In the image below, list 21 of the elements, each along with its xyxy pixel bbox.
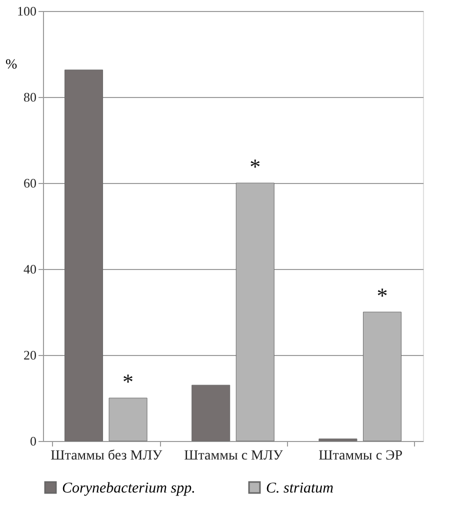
bar [192,384,230,442]
y-axis-title: % [6,58,18,72]
x-tick-label: Штаммы с ЭР [318,448,403,464]
y-tick-label: 20 [24,348,36,362]
bar [236,182,274,442]
y-tick-label: 40 [24,262,36,276]
bar [318,438,358,442]
x-tick-label: Штаммы с МЛУ [184,448,283,464]
annotation: * [122,369,134,394]
y-tick-label: 100 [17,4,36,18]
x-tick-label: Штаммы без МЛУ [50,448,162,464]
bar [64,70,104,442]
bar [108,398,148,442]
y-tick-label: 80 [24,90,36,104]
y-tick-label: 60 [24,176,36,190]
bar [362,312,402,442]
annotation: * [376,283,388,308]
y-tick-label: 0 [30,434,36,448]
legend-label: C. striatum [266,480,334,497]
annotation: * [250,154,261,179]
legend-label: Corynebacterium spp. [62,480,196,497]
